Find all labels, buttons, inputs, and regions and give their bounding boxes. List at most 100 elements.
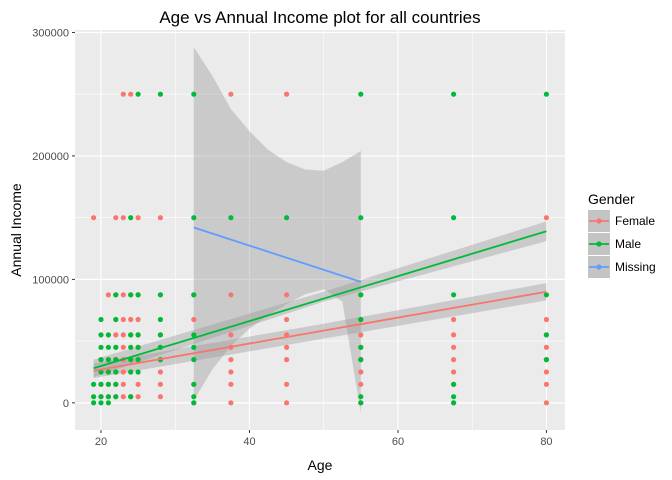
point-female xyxy=(128,91,134,97)
point-female xyxy=(113,332,119,338)
point-female xyxy=(157,215,163,221)
point-male xyxy=(358,316,364,323)
point-male xyxy=(128,344,134,350)
point-female xyxy=(157,381,163,387)
point-female xyxy=(284,91,290,97)
point-female xyxy=(284,400,290,406)
point-male xyxy=(135,292,141,298)
point-female xyxy=(543,316,550,323)
point-male xyxy=(105,400,111,406)
point-male xyxy=(113,316,119,323)
point-male xyxy=(135,91,141,97)
point-male xyxy=(191,400,197,406)
point-male xyxy=(128,369,134,375)
point-male xyxy=(113,369,119,375)
point-male xyxy=(543,332,550,338)
y-axis-label: Annual Income xyxy=(8,183,24,277)
point-male xyxy=(157,292,163,298)
legend-label-female: Female xyxy=(615,214,655,228)
y-tick-label: 200000 xyxy=(32,151,69,163)
point-male xyxy=(157,316,163,323)
point-male xyxy=(191,91,197,97)
x-axis-ticks: 20 40 60 80 xyxy=(95,430,553,448)
legend-key-point-female xyxy=(596,218,602,224)
point-male xyxy=(451,381,457,387)
point-female xyxy=(228,292,234,298)
point-female xyxy=(228,332,234,338)
legend-key-point-missing xyxy=(596,264,602,270)
point-male xyxy=(105,381,111,387)
point-male xyxy=(284,215,290,221)
point-female xyxy=(451,357,457,363)
point-male xyxy=(98,394,104,400)
point-female xyxy=(451,369,457,375)
point-female xyxy=(543,369,550,375)
point-male xyxy=(91,381,97,387)
confidence-band-missing xyxy=(193,47,361,413)
point-male xyxy=(157,332,163,338)
point-male xyxy=(98,316,104,323)
point-male xyxy=(98,344,104,350)
point-female xyxy=(120,91,126,97)
point-male xyxy=(91,394,97,400)
y-tick-label: 300000 xyxy=(32,27,69,39)
point-female xyxy=(120,369,126,375)
point-female xyxy=(451,316,457,323)
point-male xyxy=(191,381,197,387)
point-male xyxy=(105,332,111,338)
point-male xyxy=(191,215,197,221)
point-female xyxy=(228,369,234,375)
point-male xyxy=(191,357,197,363)
point-female xyxy=(284,381,290,387)
point-female xyxy=(120,332,126,338)
point-female xyxy=(120,316,126,323)
y-tick-label: 100000 xyxy=(32,274,69,286)
point-male xyxy=(358,91,364,97)
point-female xyxy=(113,215,119,221)
point-male xyxy=(128,215,134,221)
point-female xyxy=(543,400,550,406)
point-female xyxy=(135,215,141,221)
chart-title: Age vs Annual Income plot for all countr… xyxy=(159,8,480,27)
point-female xyxy=(284,292,290,298)
point-male xyxy=(451,394,457,400)
point-female xyxy=(135,394,141,400)
point-male xyxy=(128,332,134,338)
point-male xyxy=(358,357,364,363)
point-female xyxy=(120,215,126,221)
point-male xyxy=(451,215,457,221)
point-male xyxy=(135,369,141,375)
point-female xyxy=(191,316,197,323)
x-axis-label: Age xyxy=(308,457,333,473)
x-tick-label: 20 xyxy=(95,436,107,448)
point-female xyxy=(228,400,234,406)
legend: Gender Female Male Missing xyxy=(588,191,656,278)
point-male xyxy=(191,332,197,338)
point-male xyxy=(91,400,97,406)
point-male xyxy=(358,215,364,221)
fit-line-male xyxy=(93,230,547,370)
point-female xyxy=(157,369,163,375)
point-female xyxy=(358,381,364,387)
point-female xyxy=(120,394,126,400)
x-tick-label: 40 xyxy=(243,436,255,448)
point-female xyxy=(228,91,234,97)
point-male xyxy=(105,369,111,375)
fit-line-missing xyxy=(193,226,362,283)
plot-panel xyxy=(75,30,565,430)
point-male xyxy=(98,332,104,338)
regression-lines xyxy=(93,226,547,372)
point-male xyxy=(191,344,197,350)
legend-title: Gender xyxy=(588,191,635,207)
point-male xyxy=(98,357,104,363)
point-female xyxy=(157,394,163,400)
point-male xyxy=(128,292,134,298)
point-female xyxy=(451,344,457,350)
legend-label-male: Male xyxy=(615,237,641,251)
point-male xyxy=(543,292,550,298)
legend-key-point-male xyxy=(596,241,602,247)
point-male xyxy=(543,357,550,363)
point-male xyxy=(451,292,457,298)
x-tick-label: 60 xyxy=(392,436,404,448)
